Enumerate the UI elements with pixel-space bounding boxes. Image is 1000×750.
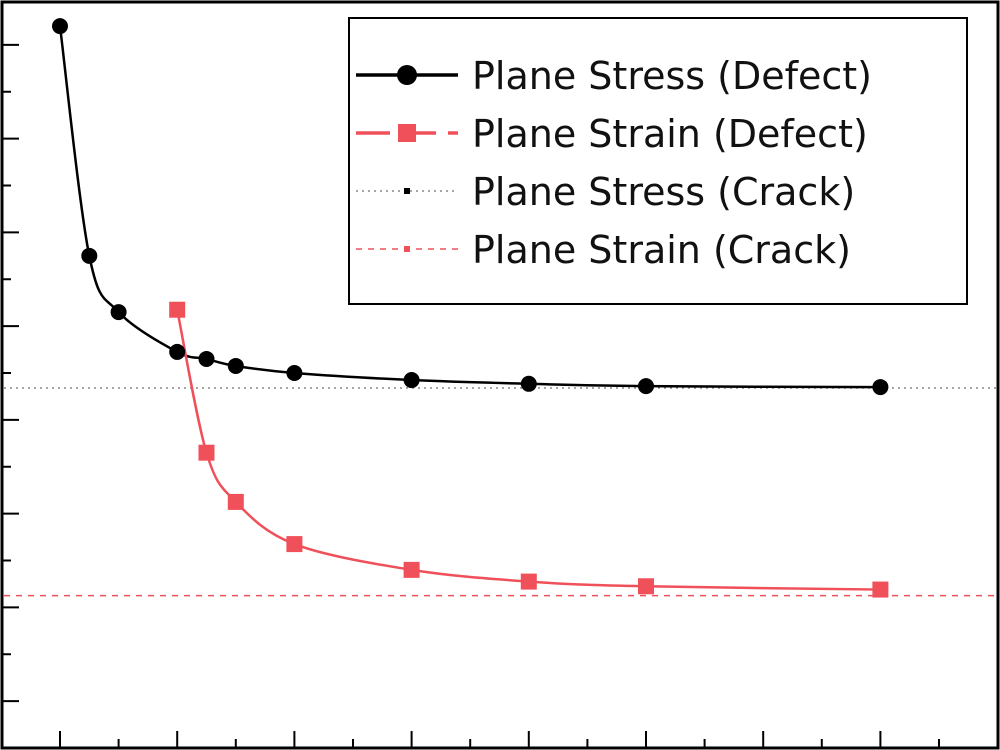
- legend-box: [348, 17, 968, 305]
- data-point-plane-stress-defect: [403, 372, 420, 389]
- legend-marker-plane-strain-defect: [398, 124, 416, 142]
- legend-marker-plane-stress-crack: [404, 188, 410, 194]
- axis-ticks: [2, 43, 940, 748]
- legend-marker-plane-strain-crack: [404, 246, 410, 252]
- legend-label-plane-strain-defect: Plane Strain (Defect): [472, 112, 868, 156]
- legend: Plane Stress (Defect) Plane Strain (Defe…: [348, 17, 968, 305]
- data-point-plane-stress-defect: [169, 343, 186, 360]
- data-point-plane-stress-defect: [52, 18, 68, 35]
- data-point-plane-strain-defect: [286, 536, 303, 553]
- data-point-plane-stress-defect: [198, 350, 215, 367]
- data-point-plane-strain-defect: [227, 493, 244, 510]
- data-point-plane-stress-defect: [520, 375, 537, 392]
- data-point-plane-strain-defect: [198, 444, 215, 461]
- legend-label-plane-strain-crack: Plane Strain (Crack): [472, 228, 851, 272]
- series-markers: [52, 18, 889, 598]
- data-point-plane-strain-defect: [403, 561, 420, 578]
- data-point-plane-stress-defect: [110, 304, 127, 321]
- data-point-plane-strain-defect: [169, 301, 186, 318]
- data-point-plane-stress-defect: [81, 247, 98, 264]
- reference-lines: [4, 387, 996, 597]
- data-point-plane-strain-defect: [520, 573, 537, 590]
- series-line-plane-stress-defect: [58, 25, 881, 389]
- legend-label-plane-stress-defect: Plane Stress (Defect): [472, 54, 872, 98]
- data-point-plane-strain-defect: [638, 578, 654, 595]
- data-point-plane-stress-defect: [286, 365, 303, 381]
- data-point-plane-stress-defect: [227, 357, 244, 374]
- data-point-plane-stress-defect: [872, 379, 889, 396]
- data-point-plane-strain-defect: [872, 581, 889, 598]
- legend-marker-plane-stress-defect: [397, 65, 417, 85]
- legend-label-plane-stress-crack: Plane Stress (Crack): [472, 170, 855, 214]
- data-point-plane-stress-defect: [638, 378, 654, 395]
